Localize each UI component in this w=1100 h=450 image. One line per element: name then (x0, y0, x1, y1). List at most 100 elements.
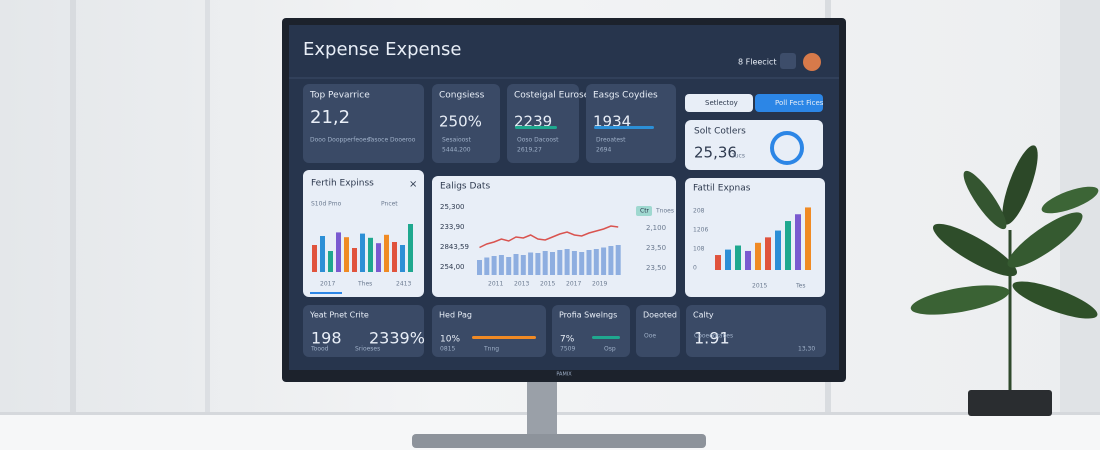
bar (491, 256, 497, 275)
card (507, 84, 579, 163)
bar (775, 230, 781, 270)
bar (795, 214, 801, 270)
side-label: 23,50 (646, 264, 666, 272)
card-value: 198 (311, 329, 342, 348)
bar (550, 252, 555, 275)
progress (472, 336, 536, 339)
card-title: Congsiess (439, 91, 485, 101)
chart-title: Fertih Expinss (311, 179, 374, 189)
bar (360, 233, 365, 272)
bar (564, 249, 570, 275)
card-title: Costeigal Eurosen (514, 91, 595, 101)
bar (312, 245, 317, 272)
card (686, 305, 826, 357)
bar (484, 257, 490, 275)
tag-label: Tnoes (655, 208, 674, 215)
bar (755, 242, 761, 270)
card-note: 5444,200 (442, 147, 471, 154)
page-title: Expense Expense (303, 39, 462, 60)
avatar[interactable] (803, 53, 821, 71)
bar (805, 207, 811, 270)
scroll-bar (310, 292, 342, 294)
brand: PAMIX (556, 372, 572, 378)
icon-button[interactable] (780, 53, 796, 69)
card-note: Sesaioost (442, 137, 471, 144)
card-title: Profia Swelngs (559, 311, 617, 320)
card-title: Top Pevarrice (309, 91, 370, 101)
y-label: 25,300 (440, 203, 465, 211)
card (432, 305, 546, 357)
bar (579, 252, 585, 275)
bar (735, 245, 741, 270)
card (432, 84, 500, 163)
side-label: 23,50 (646, 244, 666, 252)
legend-label: S10d Pmo (311, 201, 342, 208)
leaf (933, 223, 1017, 277)
card-title: Doeoted (643, 311, 677, 320)
card-value: 250% (439, 113, 482, 131)
progress (594, 126, 654, 129)
x-label: 2015 (540, 281, 555, 288)
x-label: 2017 (566, 281, 581, 288)
trend-line (479, 225, 619, 249)
plant (910, 145, 1099, 416)
x-label: 2413 (396, 281, 411, 288)
badge (636, 206, 652, 216)
button-label: Setlectoy (705, 99, 738, 107)
progress (592, 336, 620, 339)
bar (392, 242, 397, 272)
card-note: Tasoce Dooeroo (367, 137, 416, 144)
bar (715, 255, 721, 270)
button[interactable] (755, 94, 823, 112)
x-label: Thes (357, 281, 372, 288)
card-note: Dooo Doopperfeoes (310, 137, 370, 144)
pot (968, 390, 1052, 416)
legend-label: Pncet (381, 201, 398, 208)
card-note: Tnng (483, 346, 499, 353)
card-note: 0815 (440, 346, 455, 353)
leaf (1002, 145, 1038, 225)
bar (608, 246, 614, 275)
bar (506, 257, 512, 275)
card-value: 10% (440, 335, 460, 345)
x-label: 2011 (488, 281, 503, 288)
side-label: 2,100 (646, 224, 666, 232)
card-title: Yeat Pnet Crite (309, 311, 369, 320)
bar (725, 249, 731, 270)
y-label: 2843,59 (440, 243, 469, 251)
y-label: 108 (693, 246, 705, 253)
x-label: 2015 (752, 283, 767, 290)
card-note: 13,30 (798, 346, 815, 353)
monitor-neck (527, 378, 557, 440)
card-note: Ooso Dacoost (517, 137, 559, 144)
close-icon[interactable]: × (409, 179, 417, 190)
card-note: Srioeses (355, 346, 380, 353)
bar (477, 260, 482, 275)
user-name: 8 Fleecict (738, 58, 776, 67)
card (303, 305, 424, 357)
bar (320, 236, 325, 272)
bar (513, 254, 519, 275)
bar (368, 237, 373, 272)
bar (535, 253, 541, 275)
card (552, 305, 630, 357)
bar (520, 255, 526, 275)
card-value: 2339% (369, 329, 425, 348)
bar (765, 237, 771, 270)
leaf (1012, 281, 1098, 319)
button-label: Poll Fect Fices (775, 99, 824, 107)
bar (785, 221, 791, 270)
badge-label: Ctr (640, 208, 650, 215)
y-label: 233,90 (440, 223, 465, 231)
card (303, 170, 424, 297)
card (685, 178, 825, 297)
summary-unit: Tucs (731, 153, 745, 160)
bar (408, 224, 413, 272)
bar (498, 255, 504, 275)
card-title: Hed Pag (439, 311, 472, 320)
button[interactable] (685, 94, 753, 112)
leaf (1041, 186, 1099, 214)
card-value: 7% (560, 335, 575, 345)
card-note: 2694 (596, 147, 611, 154)
